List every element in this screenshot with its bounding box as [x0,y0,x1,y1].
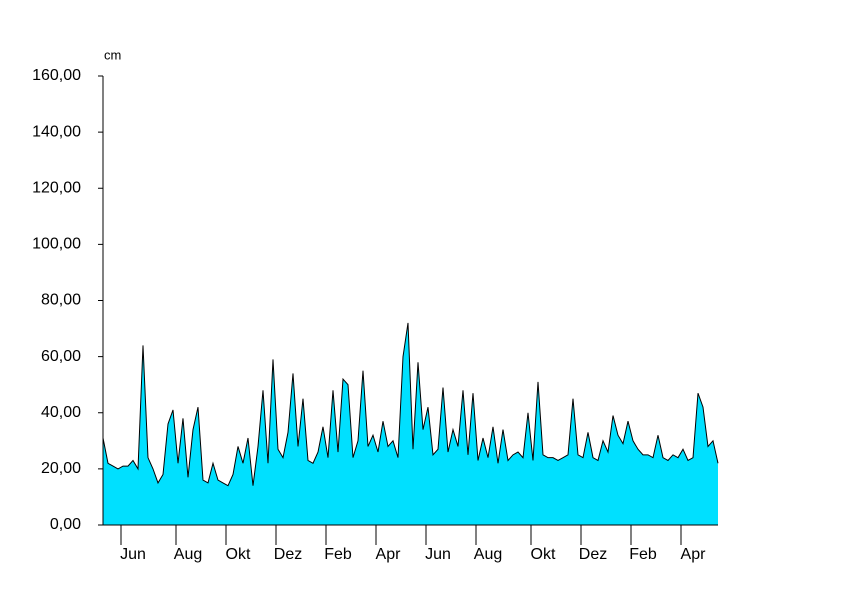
x-tick-label: Feb [324,546,352,563]
x-tick-label: Jun [425,546,451,563]
x-tick-label: Jun [120,546,146,563]
y-tick-label: 160,00 [32,67,81,84]
x-tick-label: Aug [174,546,202,563]
y-tick-label: 120,00 [32,179,81,196]
y-tick-label: 140,00 [32,123,81,140]
y-tick-label: 60,00 [41,348,81,365]
x-tick-label: Feb [629,546,657,563]
y-tick-label: 100,00 [32,236,81,253]
x-tick-label: Okt [531,546,556,563]
x-tick-label: Apr [376,546,402,563]
y-tick-label: 40,00 [41,404,81,421]
y-tick-label: 80,00 [41,292,81,309]
x-tick-label: Aug [474,546,502,563]
y-unit: cm [104,47,121,62]
x-tick-label: Dez [579,546,607,563]
x-tick-label: Okt [226,546,251,563]
y-tick-label: 20,00 [41,460,81,477]
area [103,322,718,525]
x-tick-label: Dez [274,546,302,563]
line [102,322,719,487]
x-tick-label: Apr [681,546,707,563]
y-tick-label: 0,00 [50,516,81,533]
